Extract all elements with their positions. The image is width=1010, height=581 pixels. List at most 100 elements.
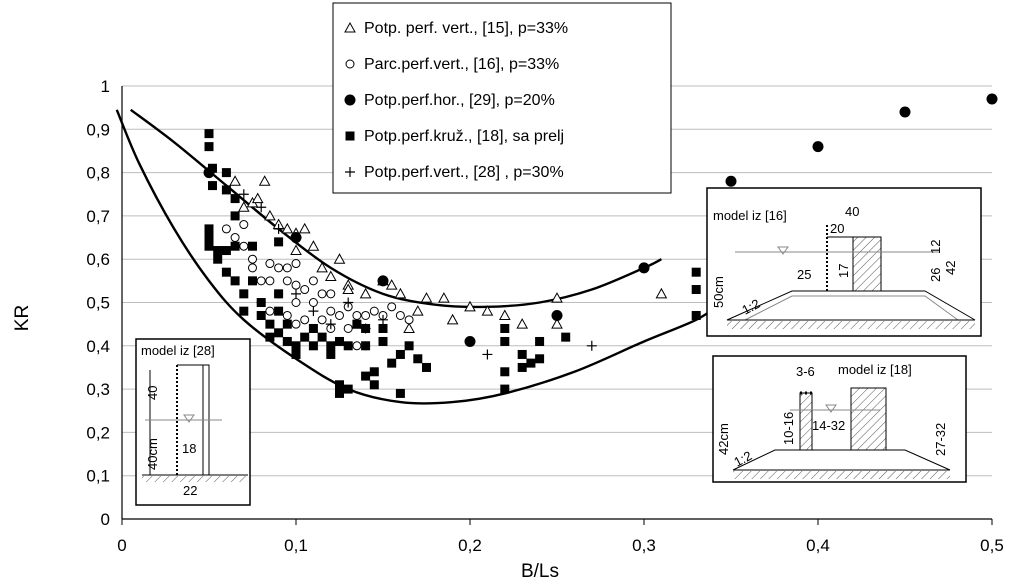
y-tick-label: 0,8	[86, 164, 110, 183]
data-point	[551, 309, 563, 321]
y-tick-label: 0,4	[86, 337, 110, 356]
data-point	[420, 292, 433, 303]
legend-box	[332, 2, 672, 194]
data-point	[264, 209, 276, 221]
legend-marker	[344, 21, 356, 33]
data-point	[221, 267, 231, 277]
data-point	[291, 349, 301, 359]
data-point	[359, 287, 372, 299]
series-1	[229, 175, 668, 333]
data-point	[239, 220, 249, 230]
data-point	[691, 285, 701, 295]
inset-model-16-dim-25: 25	[797, 267, 811, 282]
data-point	[239, 241, 249, 251]
data-point	[335, 388, 344, 398]
inset-model-16-dim-20: 20	[830, 221, 844, 236]
inset-model-28-dim-22: 22	[183, 483, 197, 498]
data-point	[213, 246, 223, 256]
data-point	[411, 305, 424, 316]
data-point	[352, 310, 362, 320]
data-point	[725, 175, 737, 187]
data-point	[317, 332, 327, 342]
data-point	[395, 388, 405, 398]
inset-model-16-dim-42: 42	[943, 261, 958, 275]
x-tick-label: 0	[117, 536, 126, 555]
data-point	[404, 341, 414, 351]
data-point	[481, 305, 494, 316]
legend-marker	[345, 59, 355, 69]
x-tick-label: 0,4	[806, 536, 830, 555]
inset-model-28-dim-40: 40	[145, 386, 160, 400]
data-point	[248, 263, 257, 273]
data-point	[403, 322, 415, 333]
tick-labels: 0 0,1 0,2 0,3 0,4 0,5 0,6 0,7 0,8 0,9 1 0 0,1 0,2 0,3 0…	[86, 77, 1003, 555]
data-point	[561, 332, 571, 342]
data-point	[300, 285, 310, 295]
inset-model-28-dim-40cm: 40cm	[145, 438, 160, 470]
inset-model-28-dim-18: 18	[182, 441, 196, 456]
data-point	[207, 181, 217, 191]
data-point	[438, 292, 450, 303]
data-point	[369, 306, 379, 316]
data-point	[265, 276, 275, 286]
inset-model-18-dim-10-16: 10-16	[781, 412, 796, 445]
x-tick-label: 0,1	[284, 536, 308, 555]
inset-model-18-dim-3-6: 3-6	[796, 364, 815, 379]
data-point	[413, 354, 423, 364]
data-point	[274, 237, 284, 247]
data-point	[691, 267, 701, 277]
data-point	[291, 298, 301, 307]
data-point	[256, 310, 266, 320]
data-point	[316, 261, 328, 273]
inset-model-16: model iz [16] 40 20 25 17 26 12 42 50cm …	[706, 187, 982, 337]
series-3	[203, 93, 998, 347]
y-tick-label: 0,1	[86, 467, 110, 486]
data-point	[317, 289, 327, 299]
axes	[121, 86, 993, 525]
data-point	[317, 315, 327, 325]
legend-entry: Potp.perf.vert., [28] , p=30%	[364, 164, 564, 181]
data-point	[343, 323, 353, 333]
data-point	[422, 362, 431, 372]
data-point	[221, 168, 231, 178]
data-point	[517, 349, 527, 359]
data-point	[360, 323, 371, 334]
data-point	[230, 276, 240, 286]
x-tick-label: 0,2	[458, 536, 482, 555]
data-point	[282, 310, 292, 320]
data-point	[551, 292, 563, 303]
data-point	[377, 275, 389, 287]
data-point	[325, 319, 336, 330]
data-point	[361, 310, 371, 320]
data-point	[326, 289, 336, 299]
data-point	[333, 253, 346, 264]
data-point	[258, 175, 271, 186]
data-point	[229, 175, 241, 186]
legend-entry: Parc.perf.vert., [16], p=33%	[364, 56, 559, 73]
data-point	[395, 349, 405, 359]
data-point	[378, 314, 388, 325]
legend-entry: Potp. perf. vert., [15], p=33%	[364, 20, 568, 37]
envelope-curve-1	[129, 108, 662, 309]
data-point	[265, 306, 275, 316]
data-point	[274, 328, 284, 338]
data-point	[230, 194, 240, 204]
data-point	[290, 244, 302, 256]
data-point	[204, 241, 214, 251]
data-point	[204, 129, 214, 139]
data-point	[378, 336, 388, 346]
data-point	[238, 189, 249, 200]
y-tick-label: 0,6	[86, 250, 110, 269]
data-point	[281, 222, 294, 234]
data-point	[308, 341, 318, 351]
data-point	[265, 332, 275, 342]
data-point	[655, 287, 668, 299]
data-point	[691, 310, 701, 320]
data-point	[248, 241, 257, 251]
data-point	[369, 380, 379, 390]
data-point	[230, 211, 240, 221]
legend-entry: Potp.perf.hor., [29], p=20%	[364, 92, 555, 109]
data-point	[256, 202, 267, 213]
data-point	[282, 336, 292, 346]
data-point	[230, 233, 240, 243]
